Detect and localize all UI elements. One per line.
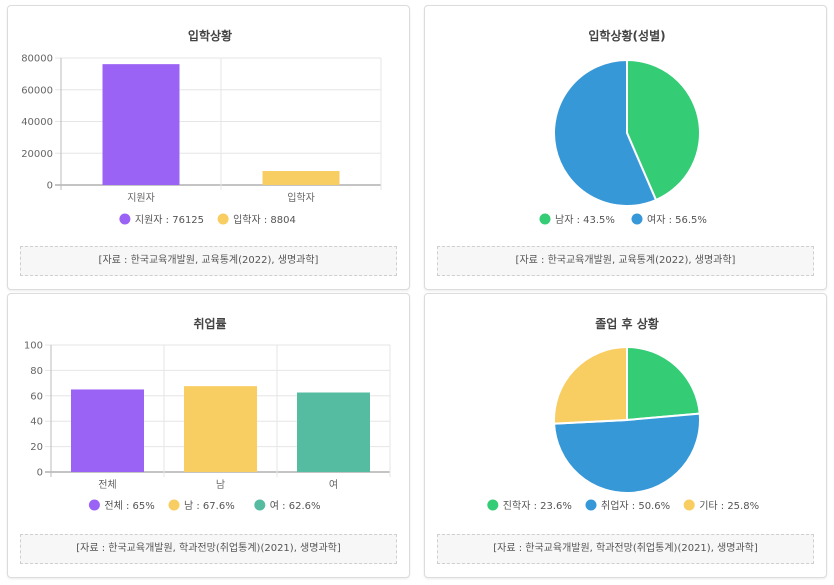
pie-chart-admission-gender: 입학상황(성별) 남자 : 43.5% 여자 : 56.5%	[539, 28, 707, 226]
y-tick-label: 60000	[21, 85, 53, 96]
pie-slice	[553, 345, 628, 425]
legend-label: 여자 : 56.5%	[647, 214, 707, 226]
y-tick-label: 80	[30, 366, 43, 377]
y-tick-label: 60	[30, 391, 43, 402]
source-note: [자료 : 한국교육개발원, 교육통계(2022), 생명과학]	[20, 246, 397, 276]
x-tick-label: 입학자	[287, 191, 315, 204]
source-note: [자료 : 한국교육개발원, 학과전망(취업통계)(2021), 생명과학]	[437, 534, 814, 564]
bar	[262, 171, 340, 185]
pie-slice	[553, 58, 658, 207]
y-tick-label: 40000	[21, 117, 53, 128]
legend-swatch	[683, 499, 695, 511]
legend-swatch	[119, 213, 131, 225]
legend-label: 기타 : 25.8%	[699, 500, 759, 512]
legend-label: 지원자 : 76125	[135, 214, 204, 226]
source-note: [자료 : 한국교육개발원, 교육통계(2022), 생명과학]	[437, 246, 814, 276]
legend-label: 여 : 62.6%	[270, 500, 321, 512]
bar	[71, 389, 144, 472]
pie-slice	[626, 58, 701, 202]
y-tick-label: 0	[37, 468, 43, 479]
y-tick-label: 80000	[21, 54, 53, 65]
x-tick-label: 여	[329, 479, 338, 491]
legend-swatch	[168, 499, 180, 511]
legend-label: 취업자 : 50.6%	[601, 499, 670, 512]
legend-swatch	[539, 213, 551, 225]
y-tick-label: 20	[30, 442, 43, 453]
bar	[297, 392, 370, 472]
legend-swatch	[217, 213, 229, 225]
y-tick-label: 40	[30, 417, 43, 428]
pie-slice	[553, 412, 701, 494]
chart-title: 졸업 후 상황	[595, 316, 659, 331]
y-tick-label: 20000	[21, 149, 53, 160]
x-tick-label: 지원자	[127, 192, 155, 204]
legend-swatch	[254, 499, 266, 511]
chart-card-after-graduation: 졸업 후 상황 진학자 : 23.6% 취업자 : 50.6% 기타 : 25.8%…	[424, 293, 827, 578]
x-tick-label: 남	[216, 479, 225, 491]
y-tick-label: 100	[24, 341, 43, 352]
chart-title: 취업률	[193, 316, 226, 331]
legend-label: 남자 : 43.5%	[555, 214, 615, 226]
legend-swatch	[487, 499, 499, 511]
legend-swatch	[88, 499, 100, 511]
bar	[184, 386, 257, 472]
legend-swatch	[585, 499, 597, 511]
x-tick-label: 전체	[98, 479, 116, 491]
y-tick-label: 0	[47, 181, 53, 192]
chart-card-admission-gender: 입학상황(성별) 남자 : 43.5% 여자 : 56.5% [자료 : 한국교육…	[424, 5, 827, 290]
legend-label: 진학자 : 23.6%	[503, 500, 572, 512]
chart-title: 입학상황(성별)	[588, 28, 665, 43]
legend-label: 남 : 67.6%	[184, 500, 235, 512]
legend-label: 입학자 : 8804	[233, 213, 296, 226]
legend-swatch	[631, 213, 643, 225]
bar-chart-employment-rate: 취업률 0 20 40 60 80 100 전체 남 여전체 : 65% 남 : 67.6% 여 :…	[24, 316, 391, 512]
pie-slice	[626, 345, 701, 422]
legend-label: 전체 : 65%	[104, 500, 154, 512]
bar	[102, 64, 180, 185]
pie-chart-after-graduation: 졸업 후 상황 진학자 : 23.6% 취업자 : 50.6% 기타 : 25.8%	[487, 316, 759, 512]
source-note: [자료 : 한국교육개발원, 학과전망(취업통계)(2021), 생명과학]	[20, 534, 397, 564]
chart-title: 입학상황	[188, 28, 232, 43]
